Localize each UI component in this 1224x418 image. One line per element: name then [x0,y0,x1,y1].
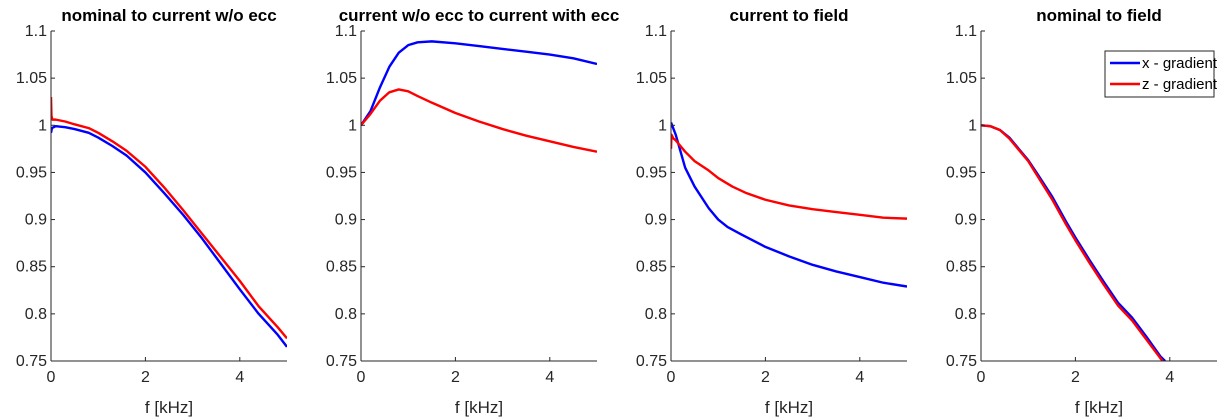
series-line-z-gradient [981,124,1164,361]
x-tick-label: 0 [667,369,676,386]
x-tick-label: 2 [761,369,770,386]
series-line-x-gradient [51,125,287,348]
y-tick-label: 1.1 [25,23,47,40]
x-tick-label: 4 [1165,369,1174,386]
x-tick-label: 2 [1071,369,1080,386]
y-tick-label: 0.95 [946,164,977,181]
y-tick-label: 0.95 [16,164,47,181]
plot-area [361,31,597,361]
subplot-4: 0.75 0.8 0.85 0.9 0.95 1 1.05 1.1 0 2 4 f [kHz] nomi… [946,6,1218,417]
series-line-z-gradient [51,96,287,340]
y-tick-label: 0.8 [335,306,357,323]
y-tick-label: 0.8 [645,306,667,323]
legend-label: x - gradient [1142,55,1218,72]
x-tick-label: 0 [977,369,986,386]
y-tick-label: 1.1 [645,23,667,40]
x-axis-label: f [kHz] [765,398,813,417]
x-tick-label: 4 [545,369,554,386]
y-tick-label: 1 [38,117,47,134]
y-tick-label: 0.75 [16,353,47,370]
y-tick-label: 1.05 [636,70,667,87]
x-tick-label: 2 [141,369,150,386]
subplot-title: nominal to current w/o ecc [61,6,276,25]
y-tick-label: 0.85 [16,259,47,276]
y-tick-label: 0.9 [25,212,47,229]
y-tick-label: 0.85 [326,259,357,276]
y-tick-label: 0.8 [25,306,47,323]
y-tick-label: 0.75 [946,353,977,370]
x-tick-label: 0 [47,369,56,386]
series-line-z-gradient [361,88,597,153]
subplot-title: nominal to field [1036,6,1162,25]
y-tick-label: 1.1 [335,23,357,40]
subplot-title: current w/o ecc to current with ecc [339,6,620,25]
y-tick-label: 1 [968,117,977,134]
y-tick-label: 1.05 [946,70,977,87]
legend-label: z - gradient [1142,76,1218,93]
y-tick-label: 0.9 [955,212,977,229]
y-tick-label: 1 [348,117,357,134]
y-tick-label: 0.95 [326,164,357,181]
y-tick-label: 0.8 [955,306,977,323]
legend: x - gradient z - gradient [1104,50,1218,98]
y-tick-label: 0.95 [636,164,667,181]
x-axis-label: f [kHz] [145,398,193,417]
y-tick-label: 1.05 [326,70,357,87]
y-tick-label: 1 [658,117,667,134]
x-tick-label: 4 [855,369,864,386]
x-tick-label: 4 [235,369,244,386]
subplot-3: 0.75 0.8 0.85 0.9 0.95 1 1.05 1.1 0 2 4 f [kHz] curr… [636,6,907,417]
subplot-1: 0.75 0.8 0.85 0.9 0.95 1 1.05 1.1 0 2 4 f [kHz] nomi… [16,6,287,417]
y-tick-label: 0.9 [335,212,357,229]
plot-area [671,31,907,361]
series-line-x-gradient [361,40,597,126]
x-tick-label: 0 [357,369,366,386]
x-axis-label: f [kHz] [455,398,503,417]
x-axis-label: f [kHz] [1075,398,1123,417]
y-tick-label: 1.1 [955,23,977,40]
y-tick-label: 0.85 [946,259,977,276]
y-tick-label: 0.85 [636,259,667,276]
y-tick-label: 0.9 [645,212,667,229]
y-tick-label: 0.75 [326,353,357,370]
legend-box [1104,50,1215,98]
series-line-z-gradient [671,133,907,220]
subplot-2: 0.75 0.8 0.85 0.9 0.95 1 1.05 1.1 0 2 4 f [kHz] curr… [326,6,619,417]
y-tick-label: 0.75 [636,353,667,370]
series-line-x-gradient [671,122,907,288]
plot-area [51,31,287,361]
subplot-title: current to field [729,6,848,25]
y-tick-label: 1.05 [16,70,47,87]
x-tick-label: 2 [451,369,460,386]
